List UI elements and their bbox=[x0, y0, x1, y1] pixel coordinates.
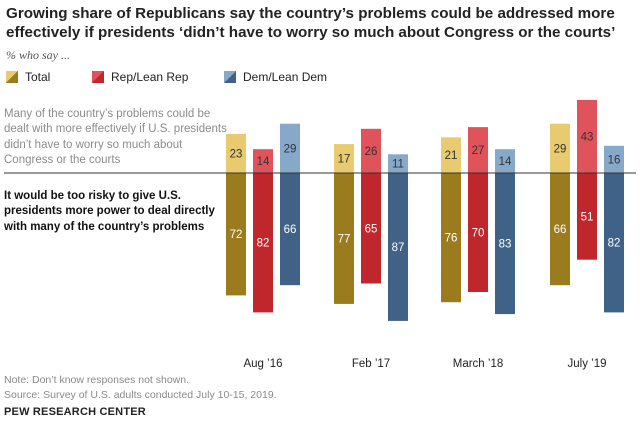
note-text: Note: Don’t know responses not shown. bbox=[4, 374, 190, 386]
bar-more-effective-total-aug-16 bbox=[226, 133, 246, 173]
x-tick-label-march-18: March ’18 bbox=[453, 358, 504, 370]
legend-item-dem: Dem/Lean Dem bbox=[224, 70, 327, 84]
value-label-too-risky-total-feb-17: 77 bbox=[338, 233, 351, 245]
legend-label-rep: Rep/Lean Rep bbox=[111, 70, 189, 84]
bar-more-effective-total-feb-17 bbox=[334, 144, 354, 173]
value-label-more-effective-dem-march-18: 14 bbox=[499, 156, 512, 168]
value-label-more-effective-dem-aug-16: 29 bbox=[284, 143, 297, 155]
row-label-more-effective: Many of the country’s problems could be … bbox=[4, 108, 227, 166]
bar-too-risky-total-july-19 bbox=[550, 173, 570, 286]
value-label-more-effective-total-aug-16: 23 bbox=[230, 148, 243, 160]
legend-label-total: Total bbox=[25, 70, 51, 84]
bar-more-effective-rep-july-19 bbox=[577, 99, 597, 173]
value-label-too-risky-total-march-18: 76 bbox=[445, 233, 458, 245]
legend-item-rep: Rep/Lean Rep bbox=[92, 70, 188, 84]
bar-more-effective-total-july-19 bbox=[550, 123, 570, 173]
bar-too-risky-total-aug-16 bbox=[226, 173, 246, 296]
value-label-too-risky-rep-march-18: 70 bbox=[472, 228, 485, 240]
legend-swatch-rep bbox=[92, 71, 104, 83]
value-label-too-risky-total-aug-16: 72 bbox=[230, 229, 243, 241]
legend-swatch-total bbox=[6, 71, 18, 83]
value-label-more-effective-total-march-18: 21 bbox=[445, 150, 458, 162]
value-label-more-effective-dem-feb-17: 11 bbox=[392, 159, 404, 171]
value-label-too-risky-rep-aug-16: 82 bbox=[257, 238, 270, 250]
value-label-too-risky-rep-feb-17: 65 bbox=[365, 223, 378, 235]
bar-more-effective-rep-feb-17 bbox=[361, 128, 381, 173]
value-label-more-effective-total-feb-17: 17 bbox=[338, 154, 351, 166]
value-label-too-risky-rep-july-19: 51 bbox=[581, 211, 594, 223]
value-label-more-effective-rep-feb-17: 26 bbox=[365, 146, 378, 158]
org-name: PEW RESEARCH CENTER bbox=[4, 406, 146, 418]
source-text: Source: Survey of U.S. adults conducted … bbox=[4, 389, 277, 401]
bar-more-effective-dem-march-18 bbox=[495, 149, 515, 173]
bar-more-effective-dem-feb-17 bbox=[388, 154, 408, 173]
value-label-more-effective-dem-july-19: 16 bbox=[608, 154, 621, 166]
value-label-too-risky-total-july-19: 66 bbox=[554, 224, 567, 236]
value-label-too-risky-dem-march-18: 83 bbox=[499, 239, 512, 251]
chart-subtitle: % who say ... bbox=[6, 48, 70, 62]
bar-too-risky-dem-feb-17 bbox=[388, 173, 408, 321]
bar-too-risky-rep-aug-16 bbox=[253, 173, 273, 313]
bar-more-effective-dem-aug-16 bbox=[280, 123, 300, 173]
value-label-more-effective-rep-july-19: 43 bbox=[581, 131, 594, 143]
bar-too-risky-total-march-18 bbox=[441, 173, 461, 303]
bar-too-risky-rep-feb-17 bbox=[361, 173, 381, 284]
bar-more-effective-total-march-18 bbox=[441, 137, 461, 173]
value-label-too-risky-dem-feb-17: 87 bbox=[392, 242, 405, 254]
value-label-more-effective-rep-aug-16: 14 bbox=[257, 156, 270, 168]
bar-too-risky-dem-aug-16 bbox=[280, 173, 300, 286]
bar-too-risky-rep-march-18 bbox=[468, 173, 488, 292]
legend-item-total: Total bbox=[6, 70, 50, 84]
value-label-too-risky-dem-july-19: 82 bbox=[608, 238, 621, 250]
bar-more-effective-rep-aug-16 bbox=[253, 149, 273, 173]
value-label-more-effective-rep-march-18: 27 bbox=[472, 145, 485, 157]
legend-label-dem: Dem/Lean Dem bbox=[243, 70, 328, 84]
bar-too-risky-dem-march-18 bbox=[495, 173, 515, 315]
bar-too-risky-rep-july-19 bbox=[577, 173, 597, 260]
bar-too-risky-total-feb-17 bbox=[334, 173, 354, 304]
value-label-too-risky-dem-aug-16: 66 bbox=[284, 224, 297, 236]
x-tick-label-july-19: July ’19 bbox=[568, 358, 607, 370]
legend: Total Rep/Lean Rep Dem/Lean Dem bbox=[0, 70, 640, 86]
bar-too-risky-dem-july-19 bbox=[604, 173, 624, 313]
bar-more-effective-dem-july-19 bbox=[604, 145, 624, 173]
value-label-more-effective-total-july-19: 29 bbox=[554, 143, 567, 155]
x-tick-label-feb-17: Feb ’17 bbox=[352, 358, 390, 370]
x-tick-label-aug-16: Aug ’16 bbox=[243, 358, 282, 370]
chart-title: Growing share of Republicans say the cou… bbox=[6, 5, 616, 41]
row-label-too-risky: It would be too risky to give U.S. presi… bbox=[4, 190, 215, 233]
bar-more-effective-rep-march-18 bbox=[468, 127, 488, 173]
legend-swatch-dem bbox=[224, 71, 236, 83]
